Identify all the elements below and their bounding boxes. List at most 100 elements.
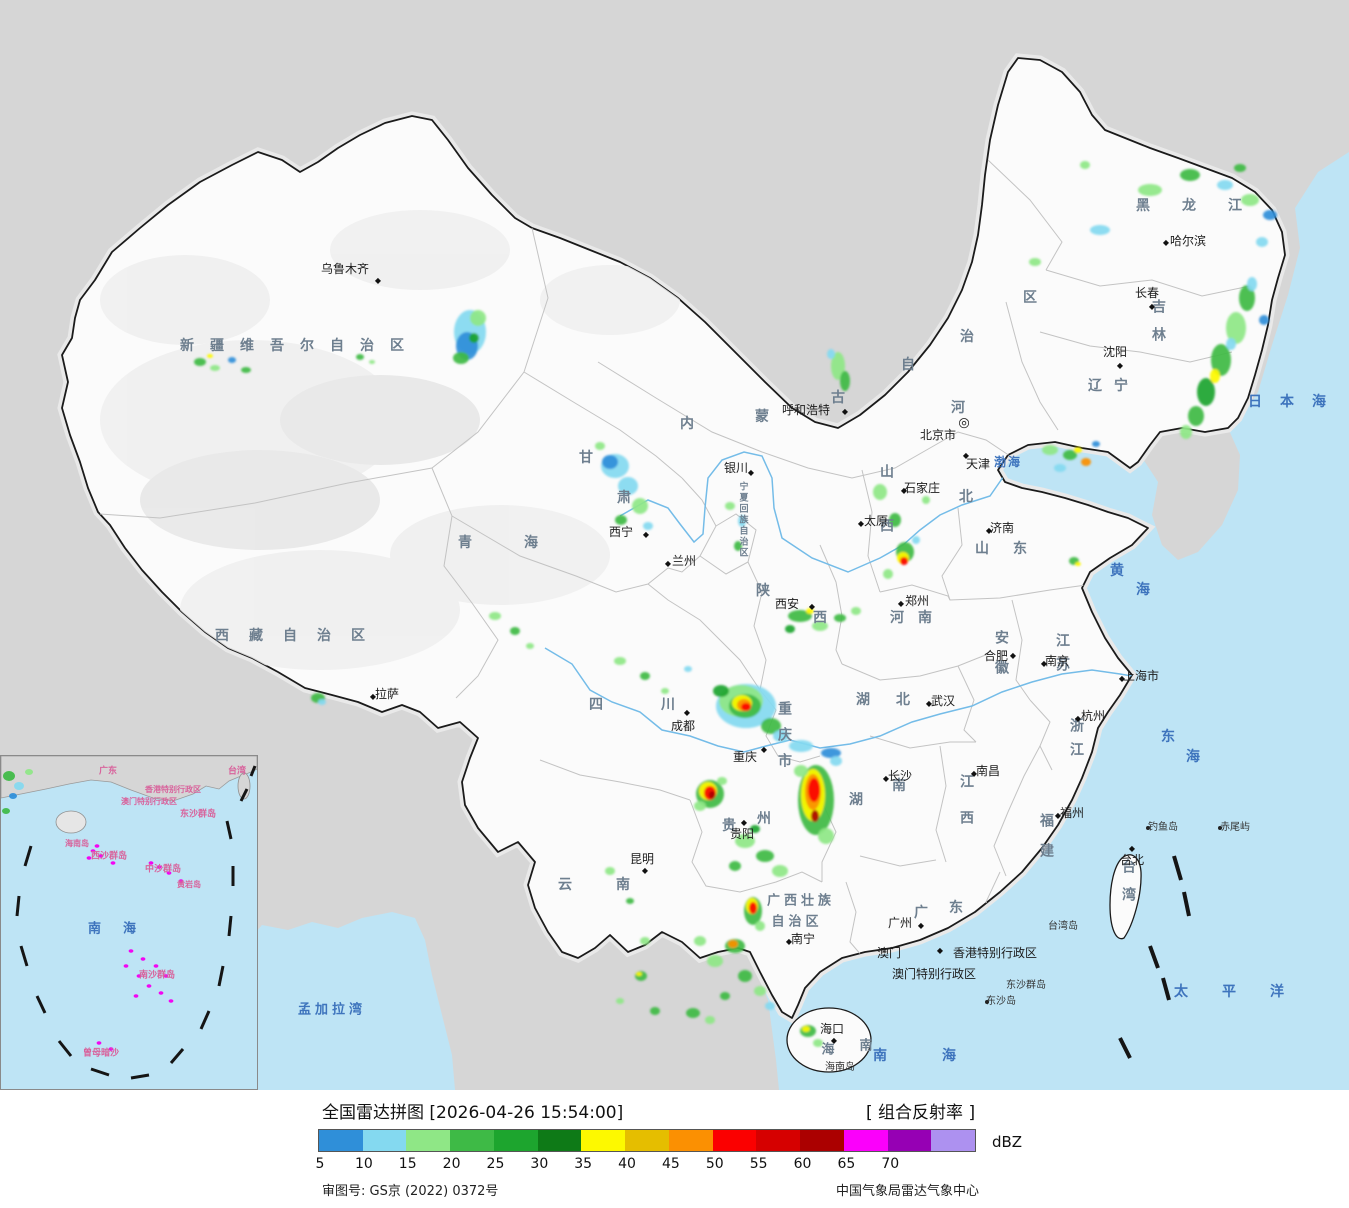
radar-echo [526,643,534,649]
radar-echo [754,986,766,996]
colorbar-block [625,1130,669,1151]
inset-canvas [1,756,257,1089]
nine-dash-line [15,765,257,1080]
radar-echo [686,1008,700,1018]
radar-echo [228,357,236,363]
radar-echo [725,502,735,510]
radar-echo [643,522,653,530]
radar-echo [772,865,788,877]
hainan-island [786,1007,872,1073]
radar-echo [453,352,469,364]
inset-hainan [55,810,87,834]
radar-echo [813,1039,823,1047]
radar-echo [1226,338,1236,350]
radar-echo [750,825,760,833]
radar-echo [616,998,624,1004]
boundary-dash [1118,1037,1132,1059]
radar-echo [900,557,908,565]
radar-echo [1138,184,1162,196]
radar-echo [812,621,828,631]
radar-echo [707,955,723,967]
radar-echo [618,477,638,495]
boundary-dash [1148,945,1160,969]
radar-echo [1239,285,1255,311]
radar-echo [789,740,813,752]
terrain-shading [100,210,680,670]
radar-echo [794,765,808,777]
radar-echo [1217,180,1233,190]
radar-echo [369,360,375,364]
radar-echo [840,371,850,391]
radar-echo [808,778,820,802]
china-radar-map: 新疆维吾尔自治区 西藏自治区 青海内蒙古自治区黑龙江 吉林 辽宁河北山西 山东 河南陕西甘肃… [0,0,1349,1090]
radar-echo [356,354,364,360]
rivers [544,451,1133,753]
radar-echo-layer [194,161,1277,1047]
radar-echo [1090,225,1110,235]
radar-echo [735,834,755,848]
colorbar-block [756,1130,801,1151]
radar-echo [1180,425,1192,439]
colorbar-ticks: 5 10 15 20 25 30 35 40 45 50 55 60 65 70 [316,1156,1008,1174]
map-title: 全国雷达拼图 [2026-04-26 15:54:00] [322,1103,624,1123]
radar-echo [318,699,326,705]
colorbar-tick: 40 [618,1156,636,1172]
radar-echo [1081,458,1091,466]
colorbar-tick: 30 [530,1156,549,1172]
radar-echo [705,1016,715,1024]
radar-echo [640,937,650,945]
radar-echo [1180,169,1200,181]
unit-label: dBZ [992,1133,1023,1151]
colorbar-block [319,1130,363,1151]
radar-echo [756,850,774,862]
radar-echo [489,612,501,620]
colorbar-block [931,1130,976,1151]
radar-echo [605,867,615,875]
radar-echo [738,970,752,982]
radar-echo [1042,445,1058,455]
radar-echo [1241,194,1259,206]
approval-number: 审图号: GS京 (2022) 0372号 [322,1184,499,1199]
colorbar-block [712,1130,757,1151]
radar-echo [602,455,618,469]
radar-echo [194,358,206,366]
radar-echo [922,496,930,504]
radar-echo [1211,344,1231,376]
colorbar-block [668,1130,713,1151]
radar-echo [595,442,605,450]
radar-echo [1234,164,1246,172]
colorbar-tick: 65 [837,1156,856,1172]
radar-echo [694,801,706,811]
colorbar-tick: 20 [442,1156,461,1172]
radar-echo [1054,464,1066,472]
boundary-dash [1172,855,1183,881]
radar-echo [470,310,486,326]
boundary-dash [1161,977,1171,1001]
radar-echo [1080,161,1090,169]
radar-echo [827,349,835,359]
radar-echo [811,810,819,822]
legend-bar: 全国雷达拼图 [2026-04-26 15:54:00] [ 组合反射率 ] d… [0,1090,1349,1208]
radar-echo [210,365,220,371]
radar-echo [851,607,861,615]
radar-echo [773,730,789,742]
radar-echo [207,354,213,358]
colorbar-tick: 45 [662,1156,680,1172]
colorbar-block [450,1130,494,1151]
radar-echo [636,972,642,976]
radar-echo [912,536,920,544]
radar-echo [830,756,842,766]
radar-echo [615,515,627,525]
colorbar-block [800,1130,844,1151]
china-interior [99,159,1251,957]
radar-echo [1029,258,1041,266]
colorbar-tick: 15 [398,1156,417,1172]
inset-taiwan [237,772,251,800]
radar-echo [614,657,626,665]
radar-echo [640,672,650,680]
colorbar-tick: 50 [705,1156,724,1172]
radar-echo [749,902,757,914]
radar-echo [889,513,901,527]
radar-echo [1256,237,1268,247]
